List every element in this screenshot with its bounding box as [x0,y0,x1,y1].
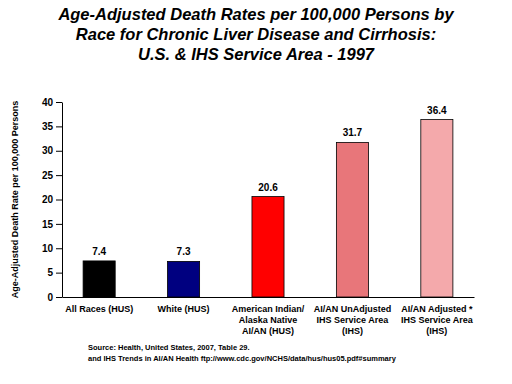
data-label: 20.6 [258,182,278,193]
y-tick-label: 40 [42,97,54,108]
x-tick-label-line: AI/AN UnAdjusted [314,304,392,314]
title-line: Age-Adjusted Death Rates per 100,000 Per… [57,5,454,23]
y-tick-mark [56,200,62,201]
y-tick: 25 [42,170,62,181]
y-tick-label: 20 [42,194,54,205]
x-tick-label: All Races (HUS) [65,304,133,314]
x-tick-label-line: (IHS) [342,326,363,336]
source: Source: Health, United States, 2007, Tab… [88,343,397,363]
title-line: U.S. & IHS Service Area - 1997 [138,45,375,63]
x-tick-label-line: AI/AN Adjusted * [401,304,473,314]
x-tick: AI/AN UnAdjustedIHS Service Area(IHS) [314,297,392,336]
y-axis-title: Age-Adjusted Death Rate per 100,000 Pers… [10,101,20,299]
x-axis: All Races (HUS) White (HUS) American India… [63,297,475,336]
y-tick: 0 [47,292,62,303]
y-tick-label: 15 [42,219,54,230]
y-tick-label: 0 [47,292,53,303]
bar [83,261,115,297]
source-note: Source: Health, United States, 2007, Tab… [88,343,250,352]
bar [252,197,284,297]
title: Age-Adjusted Death Rates per 100,000 Per… [57,5,454,63]
y-tick-mark [56,224,62,225]
bars [83,120,453,297]
y-tick: 35 [42,121,62,132]
x-axis-line [63,297,475,298]
y-tick: 30 [42,145,62,156]
y-tick-mark [56,102,62,103]
x-tick: AI/AN Adjusted *IHS Service Area(IHS) [401,297,474,336]
x-tick-label: American Indian/Alaska NativeAI/AN (HUS) [232,304,305,336]
x-tick-label-line: American Indian/ [232,304,305,314]
x-tick-label-line: (IHS) [426,326,447,336]
x-tick-label: AI/AN UnAdjustedIHS Service Area(IHS) [314,304,392,336]
y-tick-mark [56,126,62,127]
y-tick-label: 35 [42,121,54,132]
x-tick-label-line: All Races (HUS) [65,304,133,314]
y-tick-mark [56,297,62,298]
y-tick: 20 [42,194,62,205]
x-tick-label: White (HUS) [158,304,210,314]
y-tick-mark [56,273,62,274]
x-tick: White (HUS) [158,297,210,314]
y-tick-label: 30 [42,145,54,156]
data-label: 31.7 [343,127,363,138]
x-tick: All Races (HUS) [65,297,133,314]
data-label: 7.3 [177,246,191,257]
y-tick: 5 [47,267,62,278]
bar [421,120,453,297]
x-tick-label-line: Alaska Native [239,315,298,325]
x-tick-label-line: IHS Service Area [401,315,474,325]
data-labels: 7.4 7.3 20.6 31.7 36.4 [92,105,447,258]
y-tick-label: 10 [42,243,54,254]
x-tick: American Indian/Alaska NativeAI/AN (HUS) [232,297,305,336]
y-tick-label: 25 [42,170,54,181]
y-tick: 10 [42,243,62,254]
title-line: Race for Chronic Liver Disease and Cirrh… [76,25,436,43]
x-tick-label: AI/AN Adjusted *IHS Service Area(IHS) [401,304,474,336]
y-axis-line [62,103,63,298]
x-tick-label-line: White (HUS) [158,304,210,314]
y-tick-mark [56,248,62,249]
bar [336,142,368,297]
chart: Age-Adjusted Death Rates per 100,000 Per… [0,0,512,384]
x-tick-label-line: AI/AN (HUS) [242,326,294,336]
bar [168,261,200,297]
background [0,0,512,384]
y-tick: 15 [42,219,62,230]
y-tick-label: 5 [47,267,53,278]
source-note: and IHS Trends in AI/AN Health ftp://www… [88,354,397,363]
x-tick-label-line: IHS Service Area [317,315,390,325]
y-tick-mark [56,151,62,152]
y-tick-mark [56,175,62,176]
y-tick: 40 [42,97,62,108]
data-label: 36.4 [427,105,447,116]
data-label: 7.4 [92,246,106,257]
y-axis: 0 5 10 15 20 25 30 35 40 [42,97,63,303]
